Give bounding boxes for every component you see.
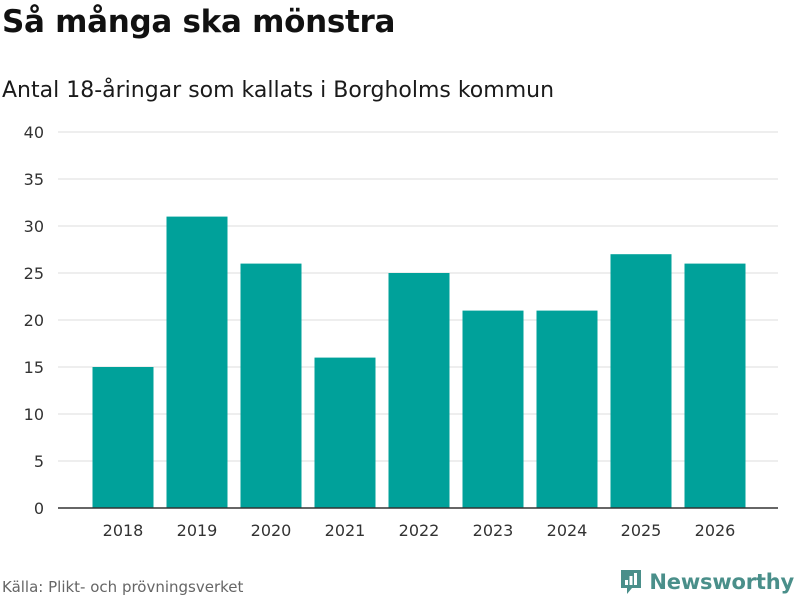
- y-tick-label: 25: [24, 264, 44, 283]
- x-tick-label: 2026: [695, 521, 736, 540]
- y-tick-label: 40: [24, 123, 44, 142]
- x-tick-label: 2020: [251, 521, 292, 540]
- bar: [536, 310, 598, 508]
- bar: [462, 310, 524, 508]
- chart-subtitle: Antal 18-åringar som kallats i Borgholms…: [2, 78, 555, 103]
- x-tick-label: 2025: [621, 521, 662, 540]
- chart-title: Så många ska mönstra: [2, 4, 396, 40]
- x-tick-label: 2024: [547, 521, 588, 540]
- y-tick-label: 20: [24, 311, 44, 330]
- brand-name: Newsworthy: [649, 570, 794, 594]
- y-tick-label: 0: [34, 499, 44, 518]
- y-tick-label: 30: [24, 217, 44, 236]
- bar: [314, 357, 376, 508]
- y-tick-label: 15: [24, 358, 44, 377]
- bar: [240, 263, 302, 508]
- bar: [684, 263, 746, 508]
- bar: [388, 273, 450, 508]
- y-axis-ticks: 0 5 10 15 20 25 30 35 40: [24, 123, 44, 518]
- x-axis-ticks: 2018 2019 2020 2021 2022 2023 2024 2025 2026: [103, 521, 736, 540]
- bar: [92, 367, 154, 508]
- x-tick-label: 2019: [177, 521, 218, 540]
- x-tick-label: 2023: [473, 521, 514, 540]
- x-tick-label: 2018: [103, 521, 144, 540]
- bar: [166, 216, 228, 508]
- bars: [92, 216, 746, 508]
- x-tick-label: 2021: [325, 521, 366, 540]
- bar: [610, 254, 672, 508]
- newsworthy-logo-icon: [621, 570, 642, 594]
- brand-logo: Newsworthy: [619, 568, 794, 596]
- y-tick-label: 5: [34, 452, 44, 471]
- source-note: Källa: Plikt- och prövningsverket: [2, 578, 244, 596]
- y-tick-label: 35: [24, 170, 44, 189]
- x-tick-label: 2022: [399, 521, 440, 540]
- y-tick-label: 10: [24, 405, 44, 424]
